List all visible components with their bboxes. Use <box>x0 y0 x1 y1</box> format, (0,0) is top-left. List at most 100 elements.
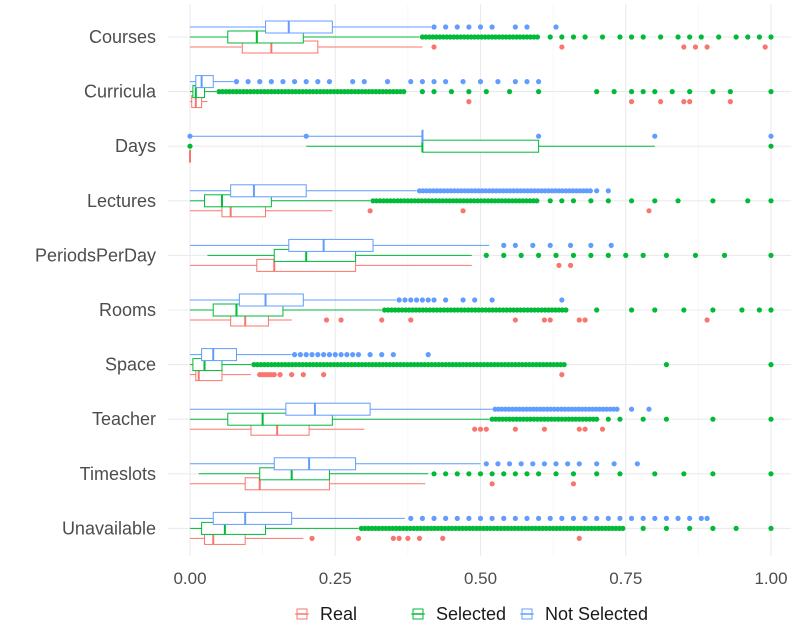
outlier-point <box>472 427 477 432</box>
outlier-point <box>379 352 384 357</box>
outlier-point <box>490 471 495 476</box>
outlier-point <box>304 352 309 357</box>
outlier-point <box>704 44 709 49</box>
outlier-point <box>571 471 576 476</box>
outlier-point <box>333 352 338 357</box>
outlier-point <box>292 79 297 84</box>
outlier-point <box>298 352 303 357</box>
outlier-point <box>594 471 599 476</box>
outlier-point <box>629 198 634 203</box>
outlier-point <box>577 427 582 432</box>
outlier-point <box>553 471 558 476</box>
outlier-point <box>356 536 361 541</box>
box-not-selected-rooms <box>190 294 564 306</box>
outlier-point <box>745 34 750 39</box>
outlier-point <box>338 317 343 322</box>
x-tick-label: 0.75 <box>609 569 642 588</box>
y-tick-label: Courses <box>89 27 156 47</box>
outlier-point <box>594 89 599 94</box>
x-tick-label: 0.00 <box>173 569 206 588</box>
outlier-point <box>513 243 518 248</box>
box-not-selected-lectures <box>190 185 611 197</box>
outlier-point <box>501 243 506 248</box>
outlier-point <box>548 198 553 203</box>
outlier-point <box>460 79 465 84</box>
outlier-point <box>519 253 524 258</box>
legend-label: Real <box>320 604 357 624</box>
outlier-point <box>405 536 410 541</box>
outlier-point <box>629 89 634 94</box>
outlier-point <box>289 372 294 377</box>
box-real-space <box>190 369 564 381</box>
legend-label: Not Selected <box>545 604 648 624</box>
outlier-point <box>292 352 297 357</box>
outlier-point <box>710 198 715 203</box>
outlier-point <box>277 372 282 377</box>
outlier-point <box>272 372 277 377</box>
outlier-point <box>408 516 413 521</box>
outlier-point <box>600 34 605 39</box>
outlier-point <box>315 352 320 357</box>
outlier-point <box>478 79 483 84</box>
outlier-point <box>768 307 773 312</box>
y-tick-label: Rooms <box>99 300 156 320</box>
outlier-point <box>635 461 640 466</box>
outlier-point <box>699 34 704 39</box>
outlier-point <box>768 471 773 476</box>
outlier-point <box>734 34 739 39</box>
outlier-point <box>681 307 686 312</box>
outlier-point <box>768 34 773 39</box>
box-real-timeslots <box>190 478 576 490</box>
outlier-point <box>431 79 436 84</box>
outlier-point <box>617 471 622 476</box>
outlier-point <box>443 79 448 84</box>
outlier-point <box>513 79 518 84</box>
outlier-point <box>356 352 361 357</box>
outlier-point <box>571 516 576 521</box>
outlier-point <box>571 481 576 486</box>
legend-item-real: Real <box>295 604 357 624</box>
outlier-point <box>513 516 518 521</box>
outlier-point <box>664 417 669 422</box>
outlier-point <box>443 471 448 476</box>
outlier-point <box>588 243 593 248</box>
outlier-point <box>548 317 553 322</box>
outlier-point <box>588 253 593 258</box>
outlier-point <box>704 516 709 521</box>
outlier-point <box>606 198 611 203</box>
box-iqr <box>231 185 307 197</box>
outlier-point <box>675 34 680 39</box>
outlier-point <box>530 243 535 248</box>
outlier-point <box>507 461 512 466</box>
box-iqr <box>422 140 538 152</box>
outlier-point <box>280 79 285 84</box>
outlier-point <box>397 536 402 541</box>
y-tick-label: Unavailable <box>62 518 156 538</box>
outlier-point <box>408 79 413 84</box>
y-tick-label: Lectures <box>87 191 156 211</box>
box-not-selected-timeslots <box>190 458 640 470</box>
outlier-point <box>620 526 625 531</box>
outlier-point <box>568 243 573 248</box>
outlier-point <box>513 427 518 432</box>
outlier-point <box>187 144 192 149</box>
outlier-point <box>420 79 425 84</box>
outlier-point <box>455 516 460 521</box>
outlier-point <box>338 352 343 357</box>
outlier-point <box>478 471 483 476</box>
outlier-point <box>495 461 500 466</box>
outlier-point <box>443 24 448 29</box>
outlier-point <box>652 89 657 94</box>
outlier-point <box>594 516 599 521</box>
outlier-point <box>257 79 262 84</box>
outlier-point <box>402 297 407 302</box>
outlier-point <box>315 79 320 84</box>
outlier-point <box>594 307 599 312</box>
outlier-point <box>699 516 704 521</box>
outlier-point <box>534 198 539 203</box>
outlier-point <box>548 34 553 39</box>
outlier-point <box>466 471 471 476</box>
x-axis-tick-labels: 0.00 0.25 0.50 0.75 1.00 <box>173 569 787 588</box>
outlier-point <box>664 362 669 367</box>
